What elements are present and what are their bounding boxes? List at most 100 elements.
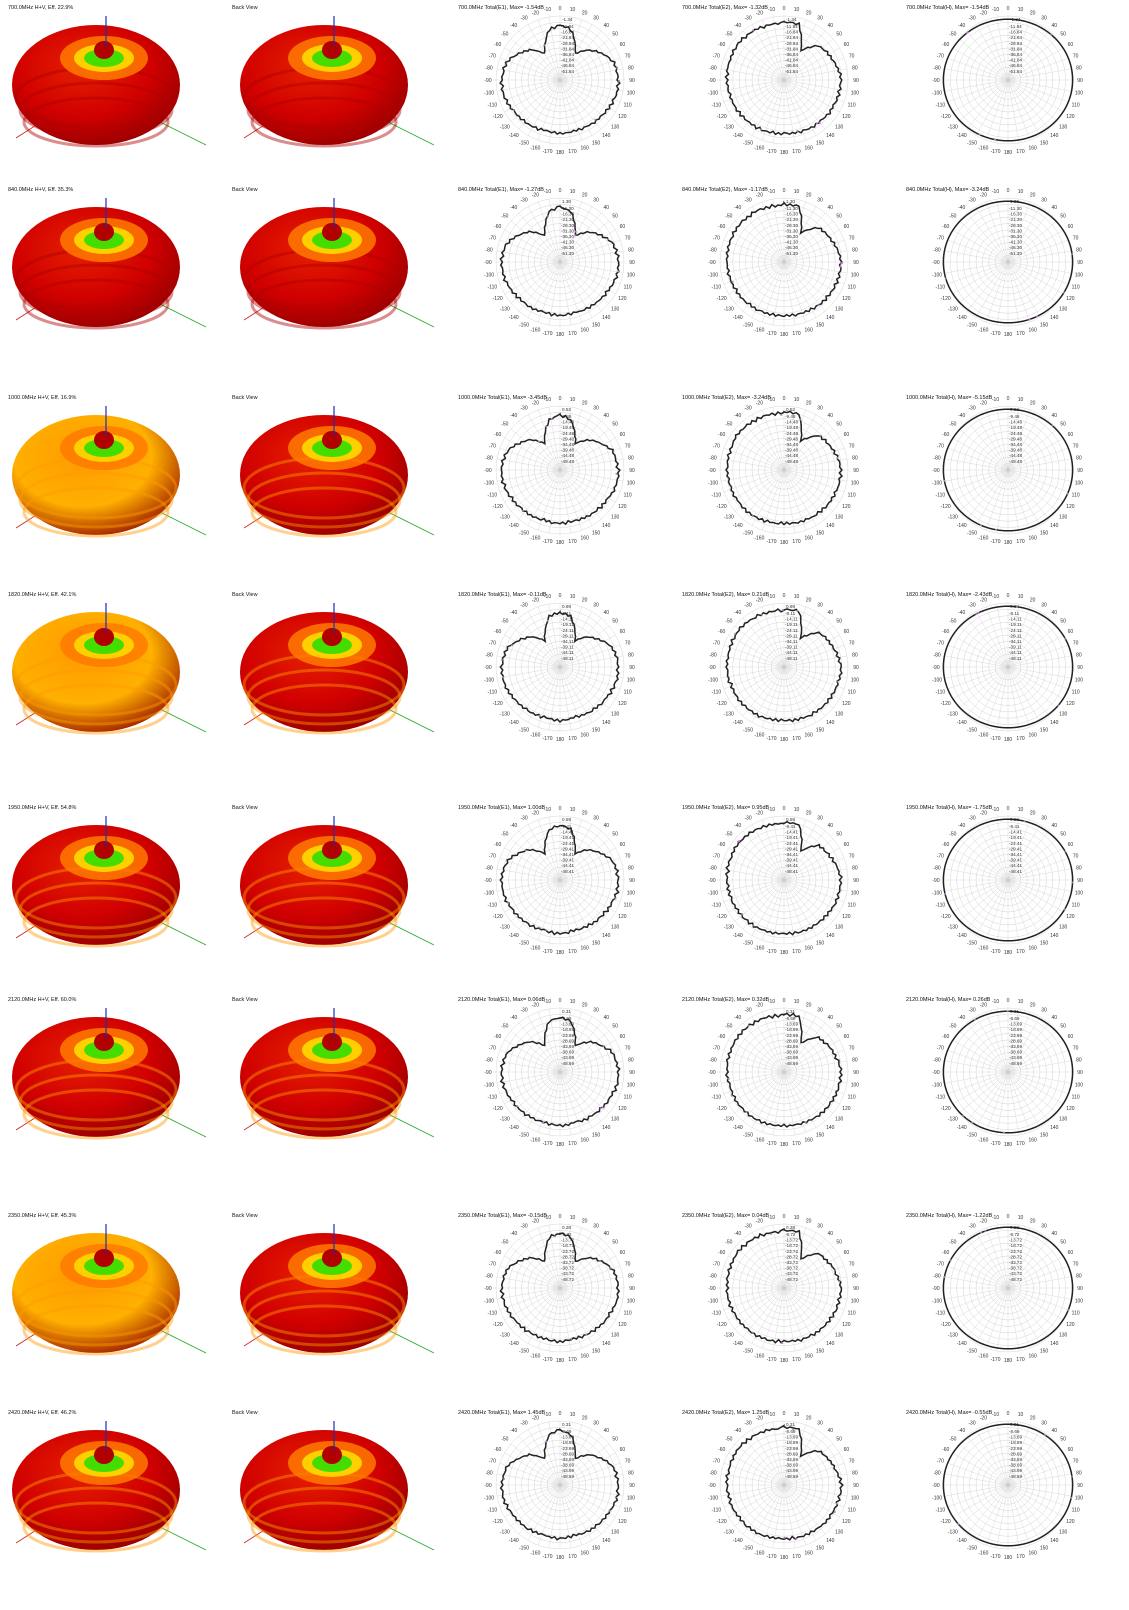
marker-point	[550, 418, 553, 421]
angle-tick-label: 50	[612, 619, 618, 625]
angle-tick-label: 70	[1073, 853, 1079, 859]
angle-tick-label: -40	[734, 823, 741, 829]
front-view-3d-pattern	[12, 1224, 207, 1356]
grid-spoke	[504, 47, 561, 81]
grid-spoke	[1007, 1452, 1064, 1486]
angle-tick-label: 130	[835, 1332, 844, 1338]
angle-tick-label: -60	[494, 1250, 501, 1256]
marker-point	[957, 1522, 960, 1525]
marker-point	[966, 31, 968, 34]
angle-tick-label: 120	[618, 114, 627, 120]
polar-title: 700.0MHz Total(E1), Max= -1.54dB	[458, 5, 544, 11]
angle-tick-label: 130	[835, 124, 844, 130]
angle-tick-label: 130	[1059, 1116, 1068, 1122]
marker-point	[984, 1230, 987, 1232]
radial-tick-label: -14.11	[561, 617, 574, 622]
angle-tick-label: 80	[1076, 1274, 1082, 1280]
grid-spoke	[1007, 1276, 1072, 1289]
angle-tick-label: 80	[852, 1274, 858, 1280]
efficiency-title: 2120.0MHz H+V, Eff. 60.0%	[8, 997, 77, 1003]
angle-tick-label: -130	[948, 1116, 958, 1122]
angle-tick-label: 120	[1066, 504, 1075, 510]
grid-spoke	[1007, 19, 1031, 81]
grid-spoke	[783, 1287, 834, 1330]
polar-plot: 0 102030405060708090100110120130140150160…	[484, 998, 635, 1148]
radial-tick-label: -26.84	[785, 41, 798, 46]
grid-spoke	[559, 469, 610, 512]
angle-tick-label: -80	[485, 1274, 492, 1280]
radial-tick-label: -18.69	[561, 1440, 574, 1445]
grid-spoke	[496, 68, 561, 81]
angle-tick-label: 110	[848, 690, 856, 696]
angle-tick-label: -40	[958, 413, 965, 419]
grid-spoke	[499, 57, 561, 81]
grid-spoke	[966, 830, 1009, 881]
angle-tick-label: 70	[1073, 1458, 1079, 1464]
radial-tick-label: -51.84	[785, 69, 798, 74]
angle-tick-label: -170	[766, 1141, 776, 1147]
angle-tick-label: 40	[827, 23, 833, 29]
angle-tick-label: 70	[849, 443, 855, 449]
marker-point	[944, 277, 947, 280]
grid-spoke	[499, 469, 561, 493]
angle-tick-label: 90	[629, 665, 635, 671]
angle-tick-label: 120	[618, 1519, 627, 1525]
radial-tick-label: -23.69	[785, 1033, 798, 1038]
grid-spoke	[966, 1071, 1009, 1122]
marker-point	[815, 122, 818, 125]
angle-tick-label: -110	[488, 1311, 498, 1317]
angle-tick-label: -160	[978, 146, 988, 152]
angle-tick-label: -170	[542, 1141, 552, 1147]
angle-tick-label: 120	[1066, 296, 1075, 302]
back-view-title: Back View	[232, 592, 258, 598]
angle-tick-label: 10	[1018, 1412, 1024, 1418]
angle-tick-label: 50	[836, 1024, 842, 1030]
grid-spoke	[783, 1232, 817, 1289]
grid-spoke	[751, 1484, 785, 1541]
pattern-band	[246, 1486, 402, 1544]
radial-tick-label: -46.84	[785, 63, 798, 68]
angle-tick-label: -150	[743, 140, 753, 146]
radial-tick-label: -39.11	[1009, 645, 1022, 650]
angle-tick-label: 50	[836, 1240, 842, 1246]
grid-spoke	[772, 16, 785, 81]
radial-tick-label: 0.31	[562, 1009, 571, 1014]
angle-tick-label: -130	[724, 124, 734, 130]
angle-tick-label: 90	[853, 78, 859, 84]
radial-tick-label: -31.84	[561, 46, 574, 51]
radial-tick-label: -33.69	[785, 1044, 798, 1049]
back-view-3d-pattern	[240, 198, 435, 330]
grid-spoke	[559, 1484, 610, 1527]
grid-spoke	[527, 1484, 561, 1541]
grid-spoke	[761, 261, 785, 323]
grid-spoke	[559, 655, 624, 668]
radial-tick-label: 0.52	[786, 407, 795, 412]
grid-spoke	[559, 1287, 616, 1321]
grid-spoke	[1007, 1016, 1041, 1073]
radial-tick-label: -38.69	[561, 1463, 574, 1468]
radial-tick-label: -43.72	[561, 1271, 574, 1276]
angle-tick-label: -20	[756, 1415, 763, 1421]
angle-tick-label: 140	[1050, 523, 1059, 529]
angle-tick-label: 90	[1077, 1286, 1083, 1292]
grid-spoke	[559, 1022, 602, 1073]
angle-tick-label: -90	[484, 1286, 491, 1292]
radial-tick-label: -11.30	[785, 206, 798, 211]
grid-spoke	[952, 261, 1009, 295]
grid-spoke	[783, 469, 848, 482]
grid-spoke	[537, 1424, 561, 1486]
angle-tick-label: -90	[708, 665, 715, 671]
grid-spoke	[559, 229, 616, 263]
back-view-3d-pattern	[240, 816, 435, 948]
radial-tick-label: -29.41	[1009, 846, 1022, 851]
grid-spoke	[944, 458, 1009, 471]
angle-tick-label: -100	[484, 678, 494, 684]
angle-tick-label: 70	[625, 1045, 631, 1051]
angle-tick-label: -120	[941, 914, 951, 920]
grid-spoke	[559, 1071, 610, 1114]
marker-point	[781, 1341, 784, 1344]
angle-tick-label: -110	[936, 1095, 946, 1101]
grid-spoke	[559, 830, 602, 881]
angle-tick-label: -130	[500, 1116, 510, 1122]
grid-spoke	[952, 229, 1009, 263]
